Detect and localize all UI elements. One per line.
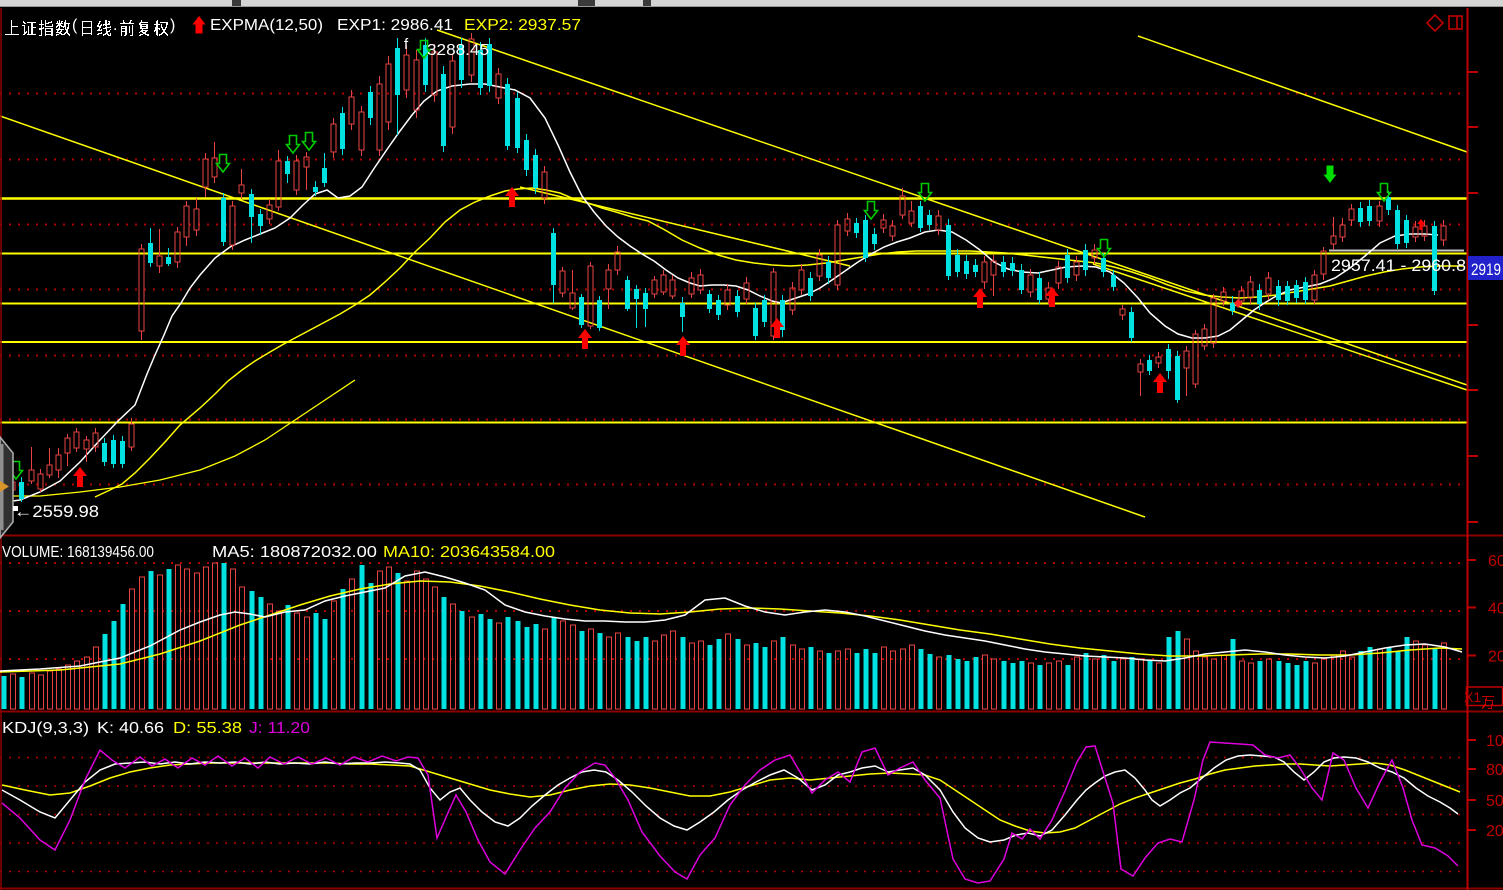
svg-text:J: 11.20: J: 11.20 xyxy=(249,720,310,737)
svg-text:(: ( xyxy=(72,17,78,34)
svg-text:40: 40 xyxy=(1488,601,1503,618)
svg-text:2919: 2919 xyxy=(1471,260,1501,279)
svg-text:20: 20 xyxy=(1488,649,1503,666)
svg-text:50: 50 xyxy=(1486,793,1503,810)
svg-text:f: f xyxy=(404,36,409,53)
svg-text:20: 20 xyxy=(1486,823,1503,840)
svg-text:100: 100 xyxy=(1486,733,1503,750)
svg-text:←2559.98: ←2559.98 xyxy=(14,502,99,521)
svg-text:.: . xyxy=(113,17,117,34)
svg-text:MA10: 203643584.00: MA10: 203643584.00 xyxy=(383,544,555,561)
svg-text:2957.41 - 2960.8: 2957.41 - 2960.8 xyxy=(1331,256,1466,275)
svg-text:X1: X1 xyxy=(1464,689,1481,705)
svg-text:): ) xyxy=(170,17,175,34)
svg-text:VOLUME: 168139456.00: VOLUME: 168139456.00 xyxy=(2,544,154,561)
svg-text:60: 60 xyxy=(1488,553,1503,570)
svg-text:EXPMA(12,50): EXPMA(12,50) xyxy=(210,17,323,34)
svg-text:D: 55.38: D: 55.38 xyxy=(173,720,242,737)
svg-text:MA5: 180872032.00: MA5: 180872032.00 xyxy=(212,544,377,561)
svg-text:EXP1: 2986.41: EXP1: 2986.41 xyxy=(337,17,453,34)
svg-text:3288.45: 3288.45 xyxy=(427,42,489,59)
svg-text:K: 40.66: K: 40.66 xyxy=(97,720,164,737)
svg-text:80: 80 xyxy=(1486,762,1503,779)
svg-text:KDJ(9,3,3): KDJ(9,3,3) xyxy=(2,720,89,737)
svg-text:EXP2: 2937.57: EXP2: 2937.57 xyxy=(464,17,581,34)
